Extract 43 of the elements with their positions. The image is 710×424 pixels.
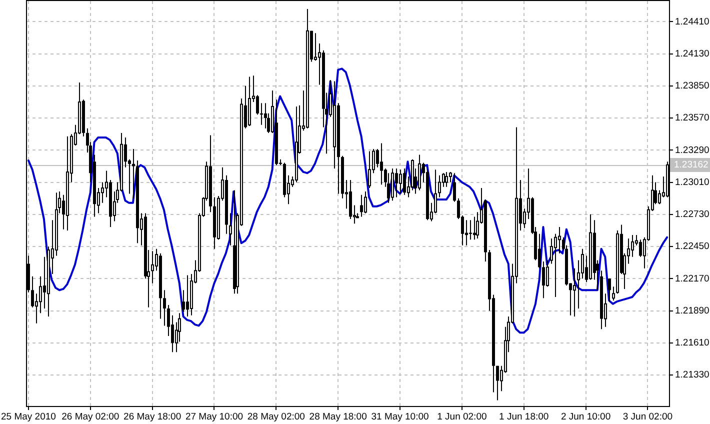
candlestick <box>376 148 379 168</box>
candlestick <box>182 290 185 312</box>
candlestick <box>542 260 545 299</box>
candlestick <box>31 276 34 308</box>
candlestick <box>608 278 611 302</box>
y-tick-label: 1.21330 <box>675 370 710 381</box>
candlestick <box>233 190 236 294</box>
candlestick <box>496 365 499 401</box>
ref-line-label: 1.23162 <box>674 160 708 171</box>
candlestick <box>256 94 259 116</box>
y-tick-label: 1.23850 <box>675 80 710 92</box>
candlestick <box>403 168 406 196</box>
y-tick-label: 1.22450 <box>675 241 710 252</box>
x-tick-label: 28 May 02:00 <box>247 411 305 422</box>
x-tick-label: 2 Jun 10:00 <box>560 411 611 422</box>
x-tick-label: 27 May 10:00 <box>185 411 244 422</box>
candlestick <box>387 172 390 204</box>
candlestick <box>395 168 398 198</box>
x-tick-label: 26 May 02:00 <box>62 411 120 422</box>
y-tick-label: 1.21890 <box>675 305 710 316</box>
y-tick-label: 1.22170 <box>675 273 710 284</box>
candlestick <box>380 142 383 186</box>
candlestick <box>186 274 189 318</box>
candlestick <box>538 233 541 269</box>
candlestick <box>360 194 363 218</box>
y-tick-label: 1.23010 <box>675 176 710 188</box>
x-tick-label: 3 Jun 02:00 <box>622 411 673 422</box>
y-tick-label: 1.23570 <box>675 112 710 124</box>
y-tick-label: 1.23290 <box>675 144 710 156</box>
candlestick <box>163 290 166 326</box>
x-tick-label: 1 Jun 02:00 <box>437 411 487 422</box>
x-tick-label: 25 May 2010 <box>1 411 56 422</box>
x-tick-label: 1 Jun 18:00 <box>499 411 549 422</box>
x-tick-label: 26 May 18:00 <box>124 411 182 422</box>
y-tick-label: 1.21610 <box>675 338 710 349</box>
candlestick <box>639 239 642 258</box>
y-tick-label: 1.22730 <box>675 209 710 220</box>
x-tick-label: 28 May 18:00 <box>309 411 367 422</box>
x-tick-label: 31 May 10:00 <box>371 411 429 422</box>
y-tick-label: 1.24410 <box>675 16 710 28</box>
candlestick <box>264 102 267 129</box>
y-tick-label: 1.24130 <box>675 48 710 60</box>
candlestick <box>453 172 456 202</box>
